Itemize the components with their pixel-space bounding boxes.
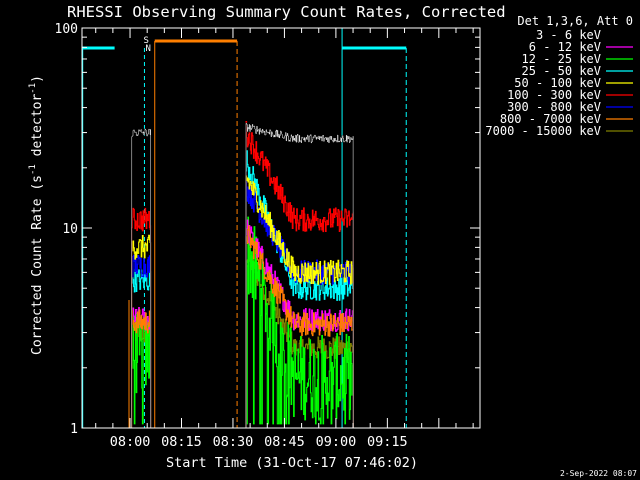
x-tick-label-0830: 08:30 (213, 434, 254, 450)
x-axis-label: Start Time (31-Oct-17 07:46:02) (166, 455, 418, 471)
x-tick-label-0845: 08:45 (264, 434, 305, 450)
y-label-mid: detector (30, 94, 45, 165)
legend-title: Det 1,3,6, Att 0 (517, 14, 633, 28)
trace-4-seg0 (131, 234, 152, 428)
svg-text:Corrected Count Rate (s-1 dete: Corrected Count Rate (s-1 detector-1) (28, 75, 45, 355)
series-3-6kev (131, 122, 354, 428)
trace-8-seg1 (245, 247, 354, 428)
series-100-300kev (131, 120, 354, 428)
y-label-sup2: -1 (28, 83, 38, 94)
legend-label-0: 3 - 6 keV (536, 28, 601, 42)
x-tick-label-0900: 09:00 (316, 434, 357, 450)
series-50-100kev (131, 175, 354, 428)
legend-label-3: 25 - 50 keV (522, 64, 601, 78)
trace-6-seg0 (131, 254, 152, 428)
series-800-7000kev (131, 225, 354, 428)
trace-3-seg1 (245, 150, 354, 428)
axes-frame: 1 10 100 08:00 08:15 08:30 08:45 09:00 09:15 (55, 22, 481, 450)
y-axis-label: Corrected Count Rate (s-1 detector-1) (28, 75, 45, 355)
trace-1-seg0 (131, 306, 152, 428)
trace-2-seg1 (245, 216, 354, 428)
legend-label-8: 7000 - 15000 keV (485, 124, 601, 138)
trace-7-seg1 (245, 225, 354, 428)
plot-content: SN (82, 28, 407, 428)
timestamp: 2-Sep-2022 08:07 (560, 469, 637, 478)
legend-label-2: 12 - 25 keV (522, 52, 601, 66)
legend-label-6: 300 - 800 keV (507, 100, 601, 114)
trace-4-seg1 (245, 175, 354, 428)
legend-label-5: 100 - 300 keV (507, 88, 601, 102)
y-tick-label-100: 100 (55, 22, 78, 37)
series-25-50kev (131, 150, 354, 428)
legend-label-1: 6 - 12 keV (529, 40, 601, 54)
x-tick-label-0815: 08:15 (161, 434, 202, 450)
trace-5-seg0 (131, 207, 152, 428)
x-tick-label-0915: 09:15 (367, 434, 408, 450)
trace-0-outline-seg0 (131, 128, 151, 428)
y-label-sup1: -1 (28, 164, 38, 175)
flag-N: N (146, 44, 151, 54)
chart-title: RHESSI Observing Summary Count Rates, Co… (67, 3, 506, 21)
trace-0-outline-seg1 (245, 123, 354, 428)
y-label-main: Corrected Count Rate (s (30, 175, 45, 355)
series-300-800kev (131, 179, 354, 428)
y-tick-label-1: 1 (70, 422, 78, 437)
legend-label-7: 800 - 7000 keV (500, 112, 601, 126)
y-label-end: ) (30, 75, 45, 83)
trace-5-seg1 (245, 120, 354, 428)
flag-S: S (144, 36, 149, 46)
trace-7-seg0 (131, 309, 152, 428)
y-tick-label-10: 10 (62, 222, 78, 237)
x-tick-label-0800: 08:00 (110, 434, 151, 450)
legend-label-4: 50 - 100 keV (514, 76, 601, 90)
